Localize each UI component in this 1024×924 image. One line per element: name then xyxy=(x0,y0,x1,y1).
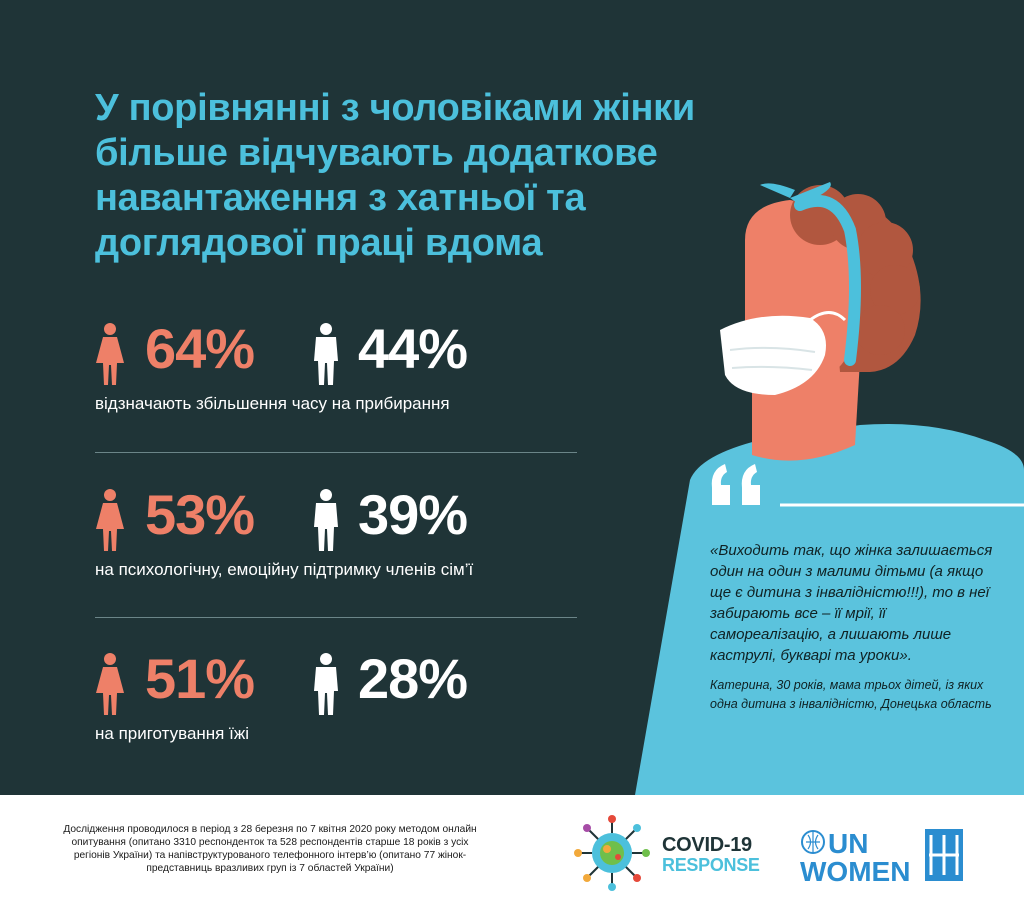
covid-line2: RESPONSE xyxy=(662,855,760,875)
divider xyxy=(95,452,577,453)
quote-block: «Виходить так, що жінка залишається один… xyxy=(710,540,1000,714)
page-title: У порівнянні з чоловіками жінки більше в… xyxy=(95,87,695,264)
stat-row-cleaning: 64% 44% відзначають збільшення часу на п… xyxy=(95,317,655,414)
stat-row-cooking: 51% 28% на приготування їжі xyxy=(95,647,655,744)
woman-icon xyxy=(96,653,124,715)
quote-mark-icon xyxy=(711,464,760,505)
stat-row-support: 53% 39% на психологічну, емоційну підтри… xyxy=(95,483,655,580)
man-icon xyxy=(314,653,338,715)
survey-footnote: Дослідження проводилося в період з 28 бе… xyxy=(63,824,477,874)
man-icon xyxy=(314,323,338,385)
stat-caption: відзначають збільшення часу на прибиранн… xyxy=(95,394,450,413)
stat-caption: на приготування їжі xyxy=(95,724,249,743)
woman-icon xyxy=(96,323,124,385)
covid-response-text: COVID-19 RESPONSE xyxy=(662,835,760,875)
covid-response-logo xyxy=(574,815,650,891)
women-percent: 51% xyxy=(145,647,255,710)
footer: Дослідження проводилося в період з 28 бе… xyxy=(0,795,1024,924)
man-icon xyxy=(314,489,338,551)
svg-text:UN: UN xyxy=(828,828,868,859)
stat-caption: на психологічну, емоційну підтримку член… xyxy=(95,560,474,579)
women-percent: 64% xyxy=(145,317,255,380)
covid-line1: COVID-19 xyxy=(662,834,752,856)
woman-icon xyxy=(96,489,124,551)
un-women-logo: UN WOMEN xyxy=(800,828,963,885)
men-percent: 44% xyxy=(358,317,468,380)
woman-illustration xyxy=(635,182,1024,795)
men-percent: 28% xyxy=(358,647,468,710)
women-percent: 53% xyxy=(145,483,255,546)
men-percent: 39% xyxy=(358,483,468,546)
quote-author: Катерина, 30 років, мама трьох дітей, із… xyxy=(710,678,992,711)
quote-text: «Виходить так, що жінка залишається один… xyxy=(710,542,993,664)
svg-text:WOMEN: WOMEN xyxy=(800,856,910,885)
infographic-main: У порівнянні з чоловіками жінки більше в… xyxy=(95,87,1024,795)
divider xyxy=(95,617,577,618)
